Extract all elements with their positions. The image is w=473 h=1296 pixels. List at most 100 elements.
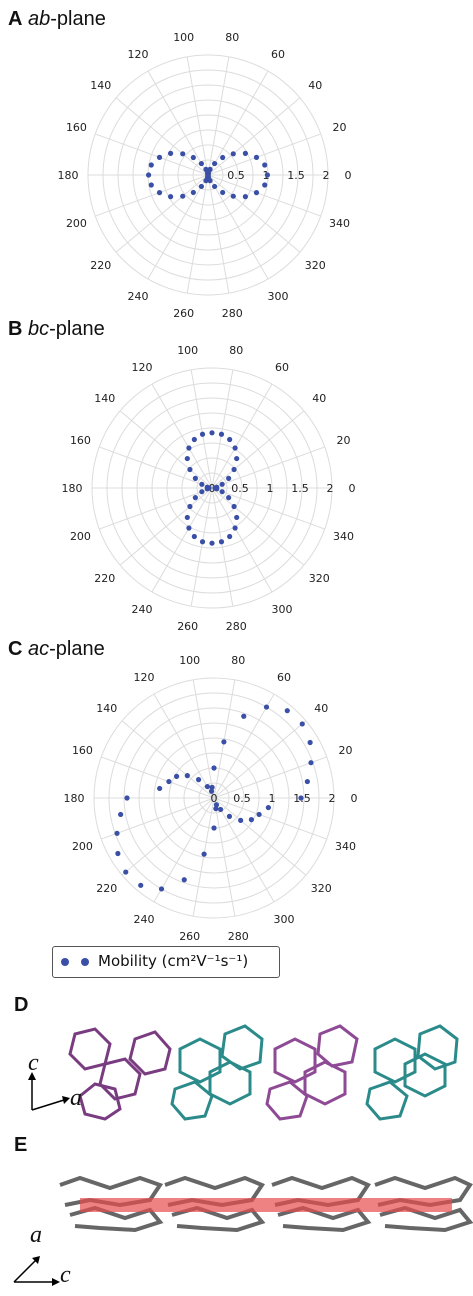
data-point	[187, 466, 193, 473]
transport-channel	[80, 1198, 452, 1212]
panel-suffix: -plane	[49, 638, 105, 660]
grid-spoke	[213, 693, 275, 799]
axis-arrows-d	[28, 1072, 70, 1111]
panel-letter: A	[8, 8, 23, 30]
data-point	[115, 850, 121, 857]
data-point	[158, 886, 165, 892]
data-point	[146, 172, 152, 178]
data-point	[199, 431, 206, 437]
panel-letter: C	[8, 638, 23, 660]
radial-tick-label: 1.5	[287, 169, 305, 182]
data-point	[226, 813, 233, 819]
data-point	[230, 151, 236, 157]
data-point	[298, 795, 304, 801]
data-point	[114, 830, 120, 836]
angle-tick-label: 40	[312, 392, 326, 405]
data-point	[207, 178, 213, 184]
data-point	[213, 802, 220, 808]
data-point	[248, 817, 255, 823]
data-point	[173, 773, 180, 779]
angle-tick-label: 200	[70, 530, 91, 543]
data-point	[167, 194, 174, 200]
angle-tick-label: 240	[128, 290, 149, 303]
data-point	[226, 475, 232, 481]
grid-spoke	[211, 487, 325, 530]
grid-spoke	[211, 410, 305, 489]
radial-tick-label: 1	[267, 482, 274, 495]
angle-tick-label: 340	[333, 530, 354, 543]
grid-spoke	[213, 797, 236, 917]
data-point	[167, 150, 174, 156]
data-point	[190, 154, 196, 161]
angle-tick-label: 300	[274, 913, 295, 926]
angle-tick-label: 100	[177, 344, 198, 357]
radial-tick-label: 0.5	[233, 792, 251, 805]
panel-b: B bc-plane 0 20 40 60 80 100 120 140 160 180 200 22…	[0, 310, 473, 630]
legend-marker	[81, 958, 89, 966]
grid-spoke	[186, 174, 209, 294]
radial-tick-label: 1.5	[291, 482, 309, 495]
data-point	[192, 475, 198, 481]
data-point	[191, 436, 197, 443]
angle-tick-label: 40	[308, 79, 322, 92]
grid-spoke	[207, 174, 301, 253]
grid-spoke	[121, 797, 215, 876]
data-point	[190, 189, 196, 196]
panel-e-letter: E	[14, 1134, 28, 1156]
grid-spoke	[186, 56, 209, 176]
angle-tick-label: 140	[96, 702, 117, 715]
angle-tick-label: 80	[229, 344, 243, 357]
molecule-purple-2	[265, 1024, 359, 1121]
data-point	[118, 811, 124, 818]
grid-spoke	[207, 56, 230, 176]
data-point	[180, 151, 186, 157]
angle-tick-label: 340	[335, 840, 356, 853]
angle-tick-label: 120	[128, 48, 149, 61]
data-point	[232, 445, 238, 451]
angle-tick-label: 20	[339, 744, 353, 757]
molecule-purple-1	[68, 1027, 172, 1121]
grid-spoke	[95, 174, 209, 217]
angle-tick-label: 180	[64, 792, 85, 805]
grid-spoke	[151, 487, 213, 593]
grid-spoke	[190, 369, 213, 489]
angle-tick-label: 0	[351, 792, 358, 805]
grid-spoke	[207, 174, 321, 217]
radial-tick-label: 2	[327, 482, 334, 495]
panel-d-letter: D	[14, 994, 29, 1016]
panel-letter: B	[8, 318, 23, 340]
data-point	[211, 765, 217, 771]
molecular-structure-e	[59, 1175, 473, 1233]
angle-tick-label: 0	[345, 169, 352, 182]
data-point	[265, 804, 271, 811]
data-point	[221, 739, 227, 745]
angle-tick-label: 20	[337, 434, 351, 447]
panel-a-title: A ab-plane	[8, 8, 106, 31]
angle-tick-label: 60	[271, 48, 285, 61]
grid-spoke	[213, 679, 236, 799]
molecule-teal-1	[170, 1024, 264, 1121]
grid-spoke	[207, 174, 230, 294]
data-point	[234, 514, 240, 521]
angle-tick-label: 120	[132, 361, 153, 374]
angle-tick-label: 200	[72, 840, 93, 853]
angle-tick-label: 200	[66, 217, 87, 230]
data-point	[184, 773, 190, 779]
data-point	[180, 193, 186, 199]
data-point	[219, 481, 225, 487]
panel-suffix: -plane	[50, 8, 106, 30]
data-point	[124, 795, 130, 801]
angle-tick-label: 300	[272, 603, 293, 616]
grid-spoke	[119, 410, 213, 489]
data-point	[213, 806, 219, 812]
angle-tick-label: 180	[58, 169, 79, 182]
grid-spoke	[213, 756, 327, 799]
chart-legend: Mobility (cm²V⁻¹s⁻¹)	[52, 946, 280, 978]
angle-tick-label: 220	[94, 572, 115, 585]
data-point	[198, 160, 204, 167]
data-point	[238, 817, 244, 823]
data-point	[204, 783, 210, 790]
data-point	[262, 182, 268, 188]
grid-spoke	[211, 487, 234, 607]
